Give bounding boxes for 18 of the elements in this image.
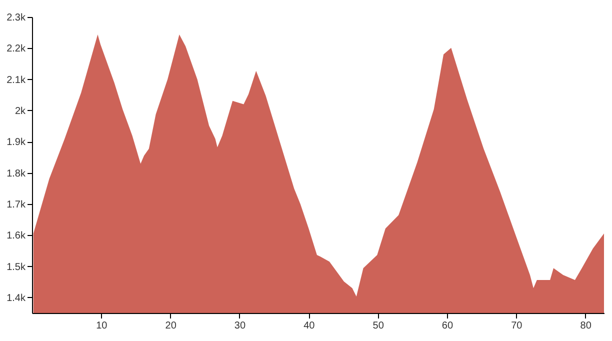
x-tick-label: 20 [165,320,177,332]
x-tick-label: 10 [96,320,108,332]
y-tick-label: 1.8k [6,168,26,180]
x-tick-label: 70 [511,320,523,332]
y-tick-label: 1.7k [6,199,26,210]
y-tick-label: 2.1k [6,74,26,86]
x-tick-label: 80 [580,320,592,332]
x-tick-label: 60 [442,320,454,332]
y-tick-label: 2.2k [6,44,26,55]
y-tick-label: 1.5k [6,262,26,273]
y-tick-label: 2k [14,106,26,117]
x-tick-label: 40 [304,320,316,332]
y-tick-label: 1.4k [6,292,26,304]
y-tick-label: 2.3k [6,12,26,24]
y-tick-label: 1.9k [6,137,26,148]
x-tick-label: 30 [234,320,246,332]
y-tick-label: 1.6k [6,230,26,242]
x-tick-label: 50 [372,320,384,332]
